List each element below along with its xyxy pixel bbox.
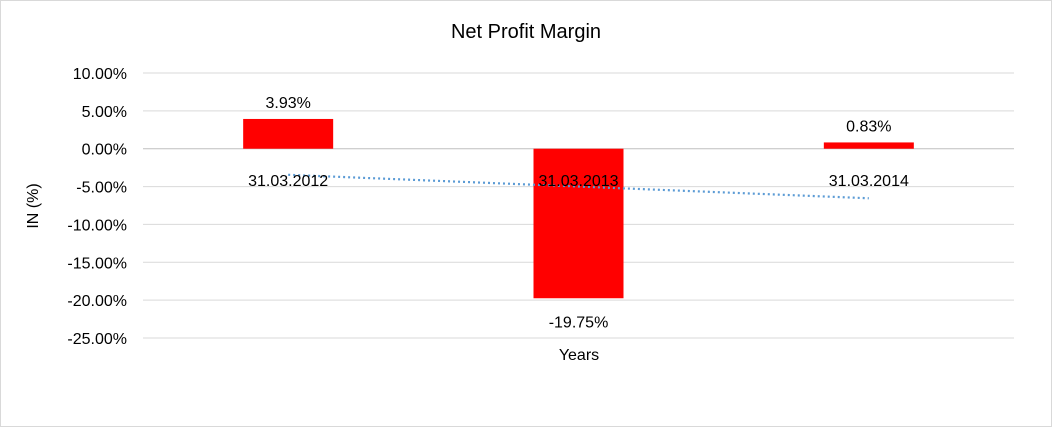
trendline-line bbox=[288, 173, 869, 200]
bar bbox=[533, 148, 624, 299]
y-axis-title: IN (%) bbox=[25, 183, 42, 228]
y-axis-tick-labels: 10.00% 5.00% 0.00% -5.00% -10.00% -15.00% -20.… bbox=[67, 66, 127, 348]
data-label: 0.83% bbox=[846, 118, 891, 135]
trendline bbox=[288, 173, 869, 200]
data-labels: 3.93% -19.75% 0.83% bbox=[265, 95, 891, 331]
bar bbox=[243, 118, 334, 149]
bars bbox=[243, 118, 914, 299]
category-labels: 31.03.2012 31.03.2013 31.03.2014 bbox=[248, 173, 909, 190]
category-label: 31.03.2014 bbox=[829, 173, 909, 190]
category-label: 31.03.2013 bbox=[538, 173, 618, 190]
y-tick-label: -10.00% bbox=[67, 217, 127, 234]
data-label: -19.75% bbox=[549, 314, 609, 331]
category-label: 31.03.2012 bbox=[248, 173, 328, 190]
bar bbox=[823, 142, 914, 149]
y-tick-label: -20.00% bbox=[67, 293, 127, 310]
y-tick-label: -25.00% bbox=[67, 331, 127, 348]
y-tick-label: -15.00% bbox=[67, 255, 127, 272]
x-axis-title: Years bbox=[559, 347, 599, 364]
chart-title: Net Profit Margin bbox=[451, 21, 601, 43]
y-tick-label: -5.00% bbox=[76, 180, 127, 197]
data-label: 3.93% bbox=[265, 95, 310, 112]
y-tick-label: 0.00% bbox=[82, 142, 127, 159]
y-tick-label: 10.00% bbox=[73, 66, 127, 83]
y-tick-label: 5.00% bbox=[82, 104, 127, 121]
